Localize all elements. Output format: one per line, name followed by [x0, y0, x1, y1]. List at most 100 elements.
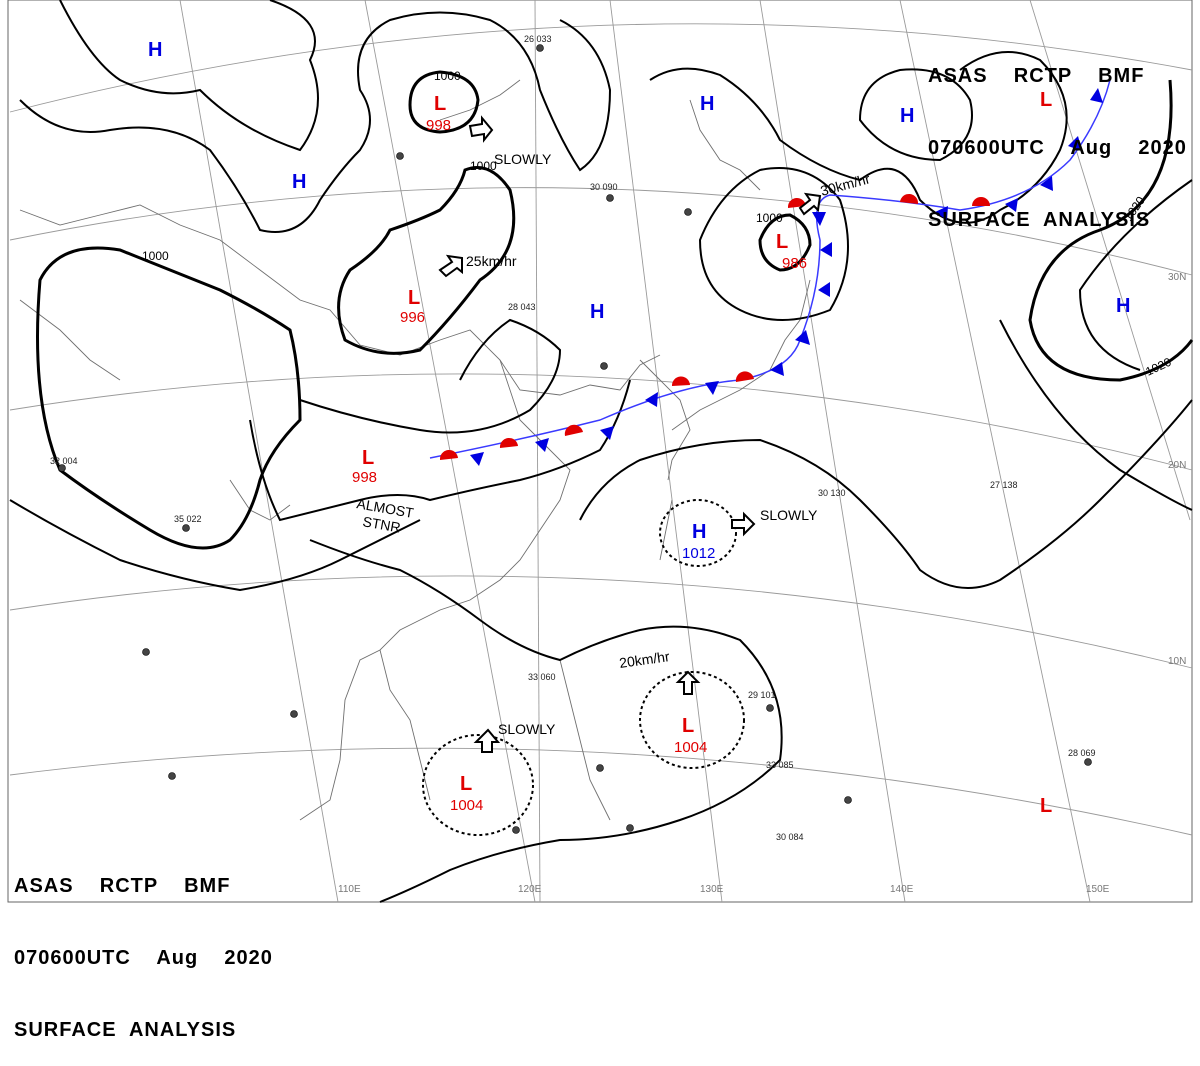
high-center: H 1012	[682, 521, 715, 562]
station-plot: 30 130	[818, 488, 846, 498]
coast-central-asia	[19, 299, 121, 381]
front-semicircle	[787, 197, 806, 208]
front-semicircle	[900, 193, 919, 204]
longitude-label: 120E	[518, 884, 542, 895]
low-center: L 986	[776, 231, 807, 272]
motion-label: STNR	[361, 513, 401, 535]
high-symbol: H	[700, 93, 714, 115]
dashed-isobars	[422, 499, 745, 836]
front-triangle	[770, 362, 784, 376]
low-symbol: L	[776, 231, 788, 253]
isobar-label: 1000	[434, 69, 461, 83]
title-line: ASAS RCTP BMF	[14, 875, 231, 897]
station-plot: 29 101	[748, 690, 776, 700]
coast-vietnam	[379, 649, 431, 801]
station-plot: 35 022	[174, 514, 202, 524]
low-symbol: L	[460, 773, 472, 795]
motion-label: 25km/hr	[466, 253, 517, 269]
low-symbol: L	[408, 287, 420, 309]
motion-arrow	[438, 254, 463, 278]
isobar-yangtze	[299, 318, 562, 434]
low-symbol: L	[682, 715, 694, 737]
station-plot: 26 033	[524, 34, 552, 44]
chart-title-top: ASAS RCTP BMF 070600UTC Aug 2020 SURFACE…	[928, 16, 1187, 256]
longitude-label: 150E	[1086, 884, 1110, 895]
isobar-high-ne	[858, 68, 973, 162]
motion-label: SLOWLY	[494, 151, 552, 167]
station-marker	[600, 362, 608, 370]
isobar-1020-inner	[1078, 179, 1193, 371]
coast-philippines	[559, 659, 611, 821]
station-plot: 33 060	[528, 672, 556, 682]
isobar-ridge	[579, 399, 1193, 589]
front-semicircle	[564, 424, 583, 436]
high-symbol: H	[292, 171, 306, 193]
motion-label: SLOWLY	[498, 721, 556, 737]
isobar-high-1012	[659, 499, 737, 567]
station-plot: 32 004	[50, 456, 78, 466]
station-marker	[596, 764, 604, 772]
latitude-line-30n	[9, 187, 1193, 276]
low-center: L	[1040, 89, 1052, 111]
station-marker	[142, 648, 150, 656]
isobar-nw	[59, 0, 319, 152]
longitude-line-140e	[759, 0, 906, 903]
station-marker	[396, 152, 404, 160]
isobar-label: 1000	[756, 211, 783, 225]
station-marker	[512, 826, 520, 834]
title-line: 070600UTC Aug 2020	[14, 947, 273, 969]
front-triangle	[935, 206, 948, 220]
isobar-label: 1000	[142, 249, 169, 263]
front-triangle	[818, 282, 830, 297]
high-symbol: H	[148, 39, 162, 61]
low-symbol: L	[1040, 89, 1052, 111]
motion-arrow	[798, 192, 822, 216]
low-symbol: L	[362, 447, 374, 469]
motion-labels: SLOWLY 25km/hr 30km/hr SLOWLY 20km/hr SL…	[355, 151, 871, 737]
high-center: H	[590, 301, 604, 323]
high-center: H	[900, 105, 914, 127]
coastlines	[19, 79, 811, 821]
front-triangle	[705, 381, 719, 395]
station-plot: 28 043	[508, 302, 536, 312]
low-value: 986	[782, 255, 807, 272]
high-symbol: H	[692, 521, 706, 543]
longitude-line-130e	[609, 0, 723, 903]
isobar-west-1000	[36, 246, 302, 550]
front-semicircle	[439, 449, 458, 460]
isobar-low-986-inner	[758, 213, 812, 272]
latitude-label: 30N	[1168, 272, 1186, 283]
coast-korea	[639, 359, 691, 481]
coast-tibet	[229, 479, 291, 521]
motion-arrow	[473, 728, 501, 753]
motion-arrows	[438, 115, 822, 753]
isobar-low-1004-east	[639, 671, 745, 769]
station-plots: 26 033 30 090 28 043 33 060 29 101 28 06…	[50, 34, 1096, 842]
longitude-label: 140E	[890, 884, 914, 895]
front-triangle	[1005, 198, 1018, 212]
low-center: L 1004	[674, 715, 707, 756]
motion-arrow	[468, 115, 494, 143]
station-plot: 28 069	[1068, 748, 1096, 758]
stationary-front	[429, 79, 1111, 466]
front-semicircle	[499, 437, 518, 448]
low-center: L	[1040, 795, 1052, 817]
station-marker	[182, 524, 190, 532]
isobar-low-996	[337, 166, 516, 355]
front-triangle	[812, 212, 826, 226]
longitude-label: 110E	[338, 884, 361, 895]
front-line	[429, 79, 1111, 459]
station-plot: 27 138	[990, 480, 1018, 490]
station-circles	[58, 44, 1092, 834]
low-value: 996	[400, 309, 425, 326]
station-marker	[606, 194, 614, 202]
title-line: SURFACE ANALYSIS	[14, 1019, 237, 1041]
isobar-northeast	[649, 51, 1068, 224]
motion-arrow	[731, 511, 756, 537]
latitude-line-40n	[9, 23, 1193, 113]
motion-label: SLOWLY	[760, 507, 818, 523]
